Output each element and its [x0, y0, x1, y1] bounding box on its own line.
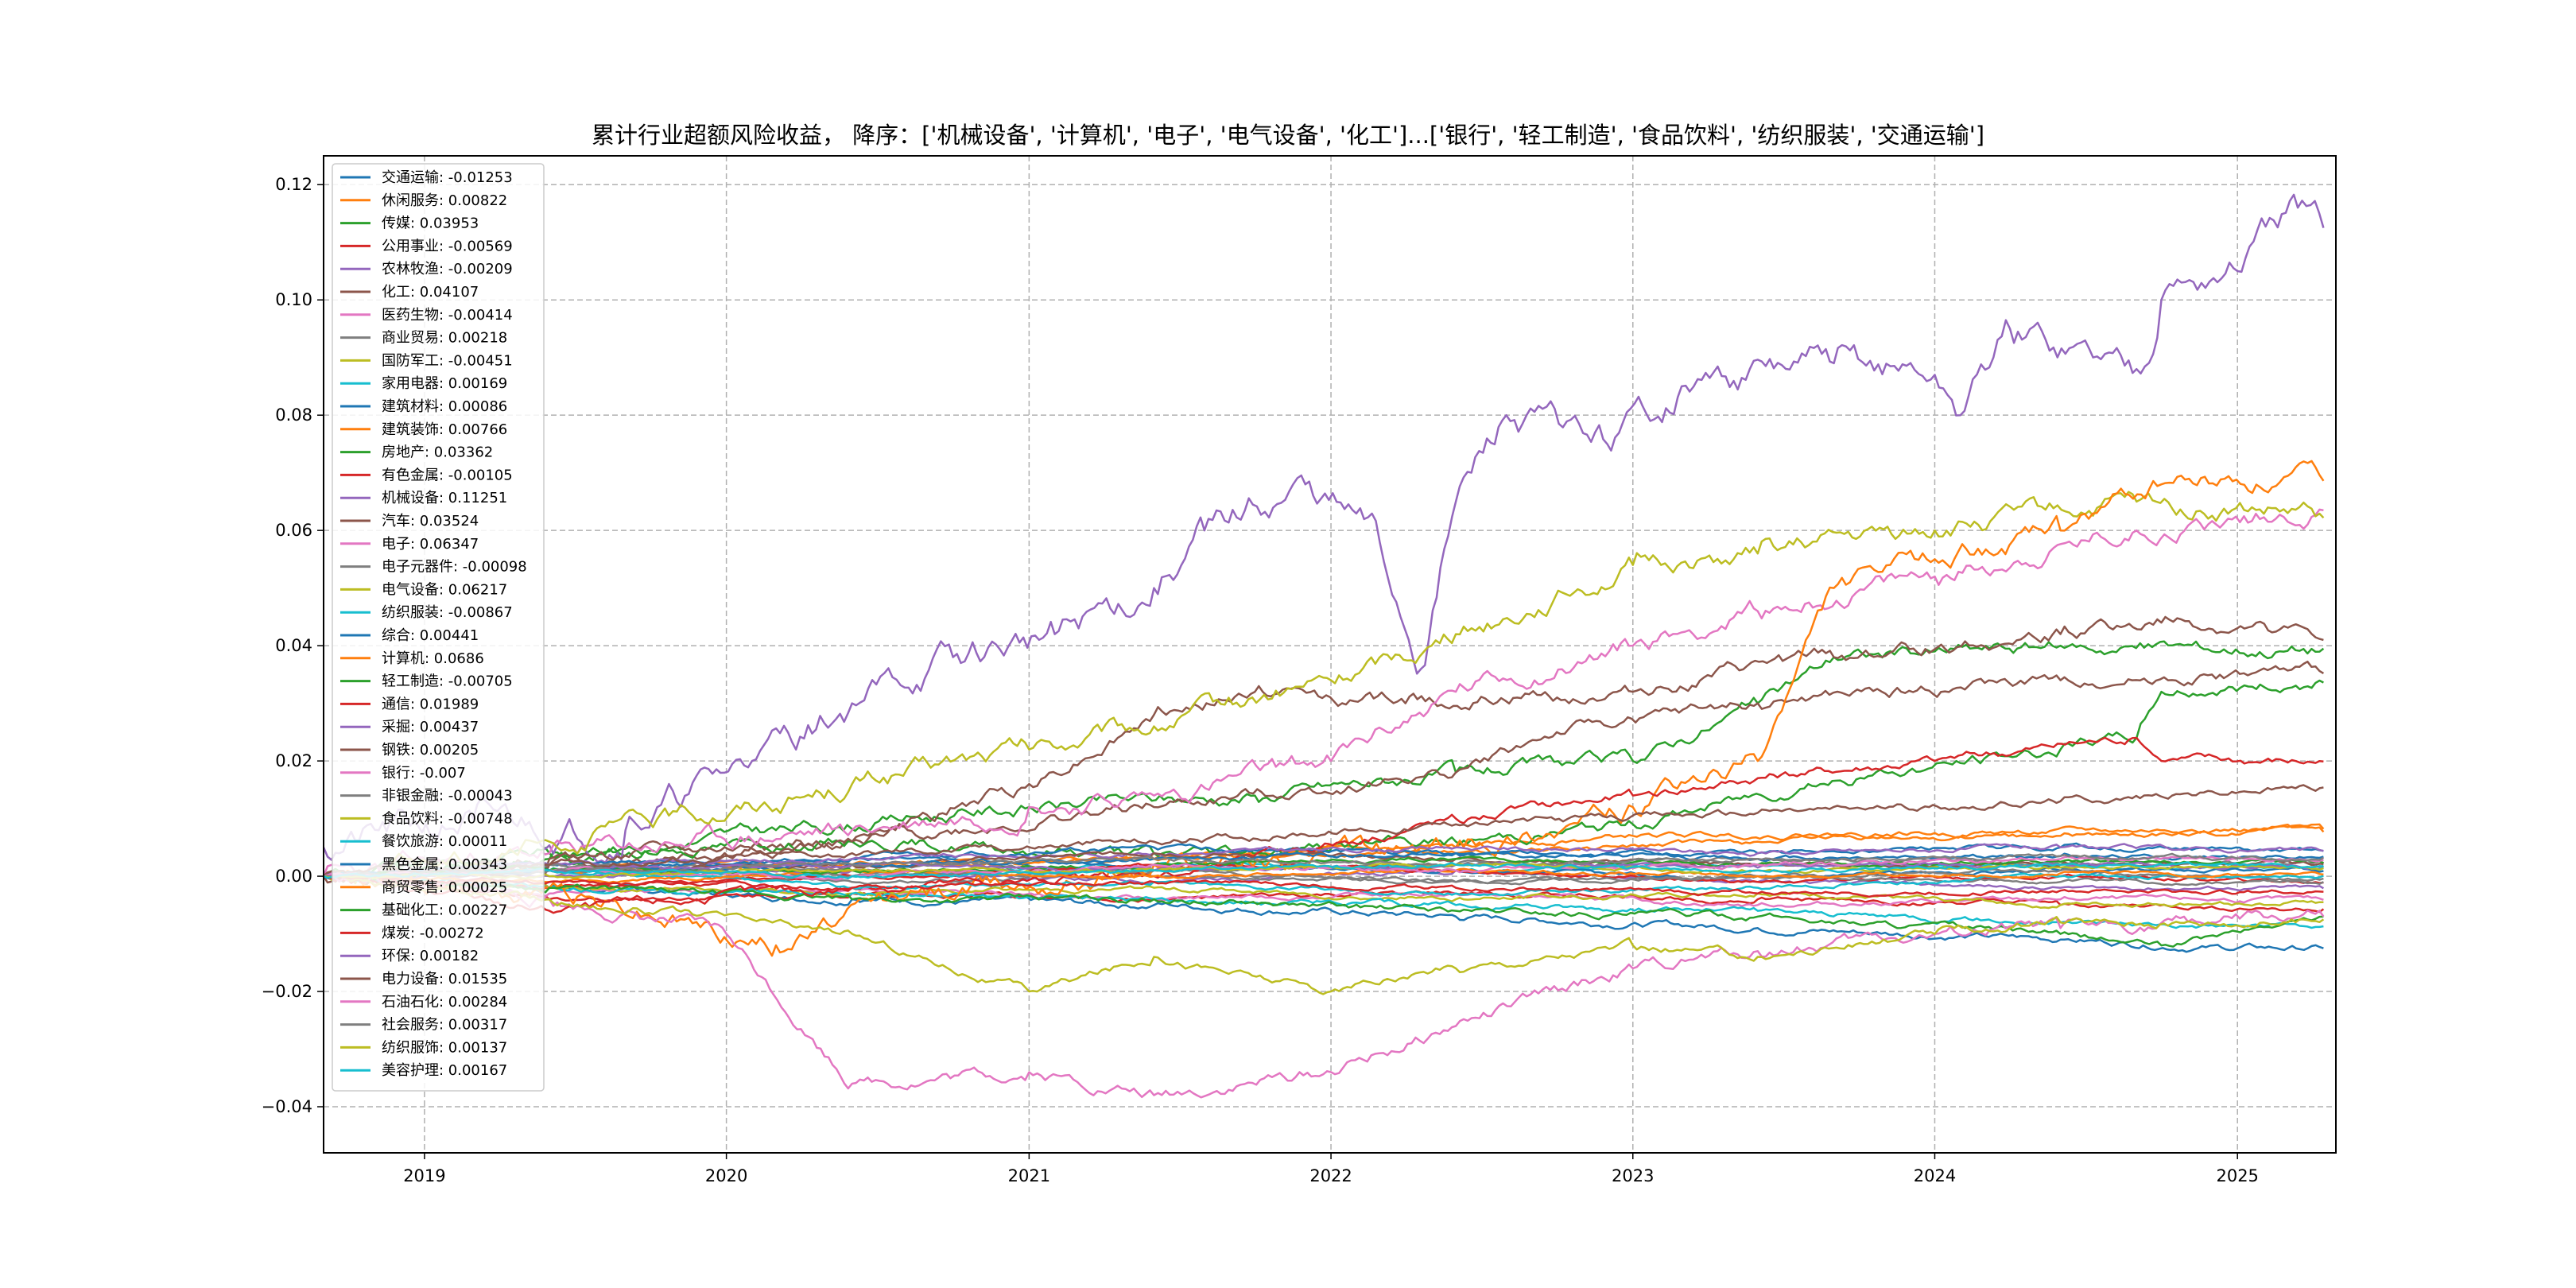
y-tick-label: 0.10: [275, 290, 312, 309]
series-line: [323, 875, 2324, 898]
y-tick-label: −0.04: [262, 1097, 312, 1116]
legend-entry: 有色金属: -0.00105: [382, 467, 513, 483]
legend-entry: 非银金融: -0.00043: [382, 788, 513, 805]
legend-entry: 银行: -0.007: [382, 765, 466, 782]
y-tick-label: 0.04: [275, 636, 312, 655]
y-tick-label: 0.12: [275, 175, 312, 194]
series-layer: [322, 193, 2325, 1099]
legend-entry: 餐饮旅游: 0.00011: [382, 833, 507, 850]
x-tick-label: 2024: [1914, 1166, 1956, 1185]
legend-entry: 社会服务: 0.00317: [382, 1017, 507, 1034]
legend-entry: 纺织服饰: 0.00137: [382, 1039, 507, 1056]
x-tick-label: 2023: [1612, 1166, 1654, 1185]
legend-entry: 交通运输: -0.01253: [382, 169, 513, 186]
series-line: [323, 491, 2325, 885]
legend-entry: 电子: 0.06347: [382, 536, 479, 553]
plot-frame: [323, 155, 2337, 1154]
legend-entry: 计算机: 0.0686: [382, 650, 484, 667]
series-line: [323, 874, 2325, 995]
y-tick-label: 0.02: [275, 751, 312, 770]
x-tick-label: 2019: [403, 1166, 445, 1185]
legend-entry: 商贸零售: 0.00025: [382, 879, 507, 896]
legend-entry: 传媒: 0.03953: [382, 215, 479, 232]
y-tick-label: −0.02: [262, 982, 312, 1001]
series-line: [323, 784, 2324, 878]
legend-entry: 环保: 0.00182: [382, 948, 479, 964]
legend-entry: 商业贸易: 0.00218: [382, 330, 507, 347]
legend-entry: 通信: 0.01989: [382, 696, 479, 712]
x-tick-label: 2025: [2216, 1166, 2258, 1185]
legend-entry: 农林牧渔: -0.00209: [382, 261, 513, 277]
y-tick-label: 0.08: [275, 405, 312, 425]
series-line: [323, 875, 2324, 953]
series-line: [323, 736, 2324, 914]
legend-entry: 煤炭: -0.00272: [382, 925, 484, 941]
legend-entry: 综合: 0.00441: [382, 627, 479, 644]
legend-entry: 医药生物: -0.00414: [382, 307, 513, 324]
legend-entry: 纺织服装: -0.00867: [382, 604, 513, 621]
x-axis: 2019 2020 2021 2022 2023 2024 2025: [403, 1153, 2259, 1185]
legend-box: [332, 163, 545, 1092]
series-line: [322, 508, 2324, 878]
series-line: [323, 871, 2324, 948]
legend-entry: 电子元器件: -0.00098: [382, 559, 527, 576]
series-line: [323, 861, 2324, 880]
legend-entry: 建筑装饰: 0.00766: [382, 421, 507, 438]
legend-entry: 采掘: 0.00437: [382, 719, 479, 735]
legend-entry: 化工: 0.04107: [382, 284, 479, 301]
legend-entry: 轻工制造: -0.00705: [382, 673, 513, 690]
series-line: [322, 660, 2325, 886]
legend-entry: 房地产: 0.03362: [382, 444, 493, 461]
series-line: [323, 875, 2325, 914]
legend-entry: 家用电器: 0.00169: [382, 375, 507, 392]
x-tick-label: 2020: [705, 1166, 747, 1185]
series-line: [323, 852, 2324, 878]
legend: 交通运输: -0.01253 休闲服务: 0.00822 传媒: 0.03953 公用…: [332, 163, 545, 1092]
legend-entry: 钢铁: 0.00205: [382, 742, 479, 758]
y-axis: −0.04 −0.02 0.00 0.02 0.04 0.06 0.08 0.10 0.12: [262, 175, 324, 1116]
x-tick-label: 2022: [1309, 1166, 1352, 1185]
legend-entry: 电力设备: 0.01535: [382, 971, 507, 987]
y-tick-label: 0.00: [275, 867, 312, 886]
legend-entry: 黑色金属: 0.00343: [382, 856, 507, 873]
legend-entry: 国防军工: -0.00451: [382, 352, 513, 369]
legend-entry: 基础化工: 0.00227: [382, 902, 507, 919]
legend-entry: 汽车: 0.03524: [382, 513, 479, 530]
y-tick-label: 0.06: [275, 521, 312, 540]
legend-entry: 食品饮料: -0.00748: [382, 810, 513, 827]
chart-title: 累计行业超额风险收益， 降序：['机械设备', '计算机', '电子', '电气…: [592, 122, 1984, 149]
x-tick-label: 2021: [1008, 1166, 1050, 1185]
legend-entry: 公用事业: -0.00569: [382, 238, 513, 254]
series-line: [323, 843, 2324, 880]
legend-entry: 美容护理: 0.00167: [382, 1062, 507, 1079]
legend-entry: 石油石化: 0.00284: [382, 994, 507, 1011]
legend-entry: 休闲服务: 0.00822: [382, 192, 507, 209]
legend-entry: 机械设备: 0.11251: [382, 490, 507, 506]
series-line: [322, 193, 2325, 864]
legend-entry: 电气设备: 0.06217: [382, 581, 507, 598]
series-line: [323, 867, 2324, 884]
legend-entry: 建筑材料: 0.00086: [382, 398, 507, 415]
